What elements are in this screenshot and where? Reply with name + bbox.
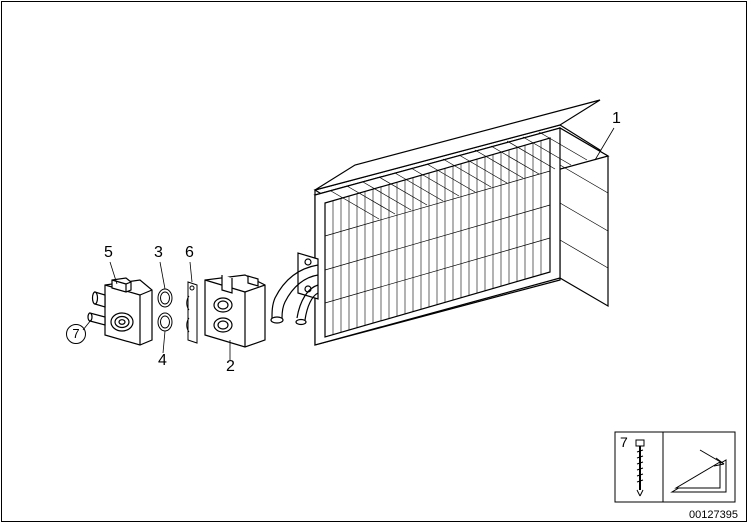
callout-7: 7 bbox=[66, 324, 86, 344]
callout-6: 6 bbox=[185, 244, 194, 262]
diagram-canvas: 1 2 3 4 5 6 7 7 00127395 bbox=[0, 0, 750, 525]
o-rings bbox=[158, 289, 172, 331]
legend-box bbox=[615, 432, 735, 502]
callout-5: 5 bbox=[104, 244, 113, 262]
bracket bbox=[187, 282, 197, 343]
callout-4: 4 bbox=[158, 352, 167, 370]
technical-drawing bbox=[0, 0, 750, 525]
expansion-valve bbox=[88, 278, 152, 345]
callout-1: 1 bbox=[612, 110, 621, 128]
part-number: 00127395 bbox=[689, 509, 738, 521]
legend-7-label: 7 bbox=[620, 434, 628, 450]
callout-2: 2 bbox=[226, 358, 235, 376]
callout-3: 3 bbox=[154, 244, 163, 262]
insulator-block bbox=[205, 275, 265, 347]
